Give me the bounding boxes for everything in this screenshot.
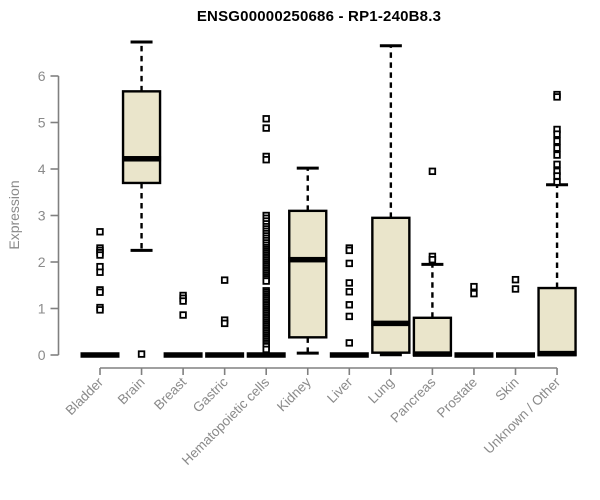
outlier-point: [345, 279, 353, 287]
outlier-point: [553, 130, 561, 138]
median-bar: [163, 352, 203, 358]
x-category-label-lung: Lung: [365, 375, 397, 407]
box-body: [288, 209, 328, 339]
outlier-point: [428, 255, 437, 264]
outlier-point: [262, 115, 270, 123]
y-tick-label: 6: [38, 68, 46, 84]
median-bar: [122, 156, 162, 162]
x-category-label-kidney: Kidney: [274, 374, 314, 414]
x-category-label-pancreas: Pancreas: [388, 374, 439, 425]
outlier-point: [262, 277, 270, 285]
median-bar: [205, 352, 245, 358]
box-skin: [496, 275, 535, 358]
chart-title: ENSG00000250686 - RP1-240B8.3: [196, 8, 442, 25]
outlier-point: [345, 288, 353, 296]
outlier-point: [96, 306, 104, 314]
outlier-point: [262, 124, 270, 132]
median-bar: [246, 352, 286, 358]
box-brain: [121, 40, 162, 358]
median-bar: [288, 256, 328, 263]
y-tick-label: 0: [38, 347, 46, 363]
median-bar: [371, 320, 411, 327]
outlier-point: [511, 285, 520, 293]
outlier-point: [345, 259, 353, 268]
outlier-point: [553, 172, 561, 180]
outlier-point: [345, 339, 353, 347]
outlier-point: [428, 167, 437, 176]
outlier-point: [179, 311, 187, 319]
box-gastric: [205, 276, 245, 358]
outlier-point: [470, 282, 478, 291]
median-bar: [496, 352, 535, 358]
x-category-label-skin: Skin: [492, 375, 521, 404]
outlier-point: [553, 151, 561, 159]
box-unknown-other: [537, 90, 577, 357]
outlier-point: [553, 144, 561, 152]
box-pancreas: [412, 167, 453, 357]
outlier-point: [96, 268, 104, 276]
box-body: [121, 90, 162, 185]
median-bar: [454, 352, 494, 358]
outlier-point: [345, 246, 353, 255]
outlier-point: [553, 93, 561, 101]
outlier-point: [470, 289, 478, 298]
y-tick-label: 1: [38, 301, 46, 317]
box-liver: [329, 244, 369, 358]
x-category-label-gastric: Gastric: [190, 374, 231, 415]
box-kidney: [288, 166, 328, 355]
box-breast: [163, 291, 203, 358]
outlier-point: [96, 288, 104, 296]
median-bar: [80, 352, 120, 358]
outlier-point: [96, 228, 104, 236]
outlier-point: [553, 160, 561, 169]
outlier-point: [262, 155, 270, 164]
x-category-label-breast: Breast: [151, 374, 189, 412]
outlier-point: [137, 350, 146, 358]
outlier-point: [220, 276, 229, 284]
median-bar: [412, 351, 452, 357]
box-prostate: [454, 282, 494, 358]
box-lung: [371, 44, 411, 357]
box-hematopoietic-cells: [246, 115, 286, 358]
outlier-point: [220, 319, 229, 328]
y-tick-label: 2: [38, 254, 46, 270]
median-bar: [329, 352, 369, 358]
median-bar: [537, 350, 577, 357]
outlier-point: [262, 345, 270, 354]
outlier-point: [511, 275, 520, 284]
y-tick-label: 3: [38, 208, 46, 224]
x-category-label-unknown-other: Unknown / Other: [481, 374, 564, 457]
y-tick-label: 5: [38, 115, 46, 131]
x-category-label-brain: Brain: [115, 375, 148, 408]
outlier-point: [179, 297, 187, 305]
x-category-label-bladder: Bladder: [63, 374, 107, 418]
x-category-label-liver: Liver: [324, 374, 356, 406]
x-category-label-prostate: Prostate: [434, 375, 480, 421]
outlier-point: [345, 312, 353, 321]
box-body: [537, 286, 577, 357]
box-body: [412, 316, 453, 357]
outlier-point: [345, 301, 353, 309]
y-tick-label: 4: [38, 161, 46, 177]
outlier-point: [553, 137, 561, 145]
box-bladder: [80, 228, 120, 358]
box-body: [371, 216, 411, 354]
outlier-point: [553, 178, 561, 186]
outlier-point: [96, 251, 104, 259]
